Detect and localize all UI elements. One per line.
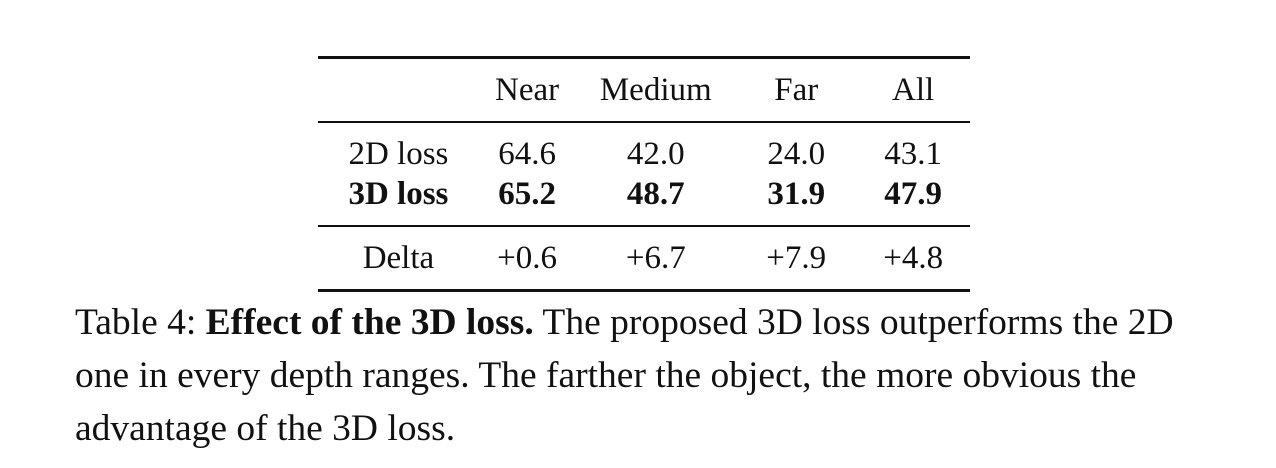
cell-all: 47.9 (856, 174, 970, 227)
header-cell-near: Near (478, 57, 576, 123)
table-row-3d-loss: 3D loss 65.2 48.7 31.9 47.9 (318, 174, 970, 227)
header-cell-far: Far (736, 57, 857, 123)
table-row-delta: Delta +0.6 +6.7 +7.9 +4.8 (318, 226, 970, 292)
table-row-2d-loss: 2D loss 64.6 42.0 24.0 43.1 (318, 122, 970, 174)
row-label: Delta (318, 226, 479, 292)
table-caption: Table 4: Effect of the 3D loss. The prop… (75, 296, 1205, 455)
cell-all: 43.1 (884, 136, 943, 172)
cell-all: +4.8 (856, 226, 970, 292)
cell-far: +7.9 (736, 226, 857, 292)
header-cell-all: All (856, 57, 970, 123)
cell-near: 65.2 (478, 174, 576, 227)
results-table: Near Medium Far All 2D loss 64.6 42.0 24… (318, 56, 970, 292)
header-cell-medium: Medium (575, 57, 737, 123)
caption-title: Effect of the 3D loss. (205, 302, 534, 343)
row-label: 3D loss (318, 174, 479, 227)
cell-medium: +6.7 (575, 226, 737, 292)
cell-near: 64.6 (498, 136, 556, 172)
cell-medium: 48.7 (575, 174, 737, 227)
cell-medium: 42.0 (626, 136, 685, 172)
caption-text: The proposed 3D loss outperforms the 2D … (75, 302, 1174, 449)
row-label: 2D loss (348, 136, 449, 172)
results-table-container: Near Medium Far All 2D loss 64.6 42.0 24… (318, 56, 970, 292)
cell-near: +0.6 (478, 226, 576, 292)
header-cell-empty (318, 57, 479, 123)
cell-far: 31.9 (736, 174, 857, 227)
caption-prefix: Table 4: (75, 302, 206, 343)
cell-far: 24.0 (767, 136, 826, 172)
table-header-row: Near Medium Far All (318, 57, 970, 123)
